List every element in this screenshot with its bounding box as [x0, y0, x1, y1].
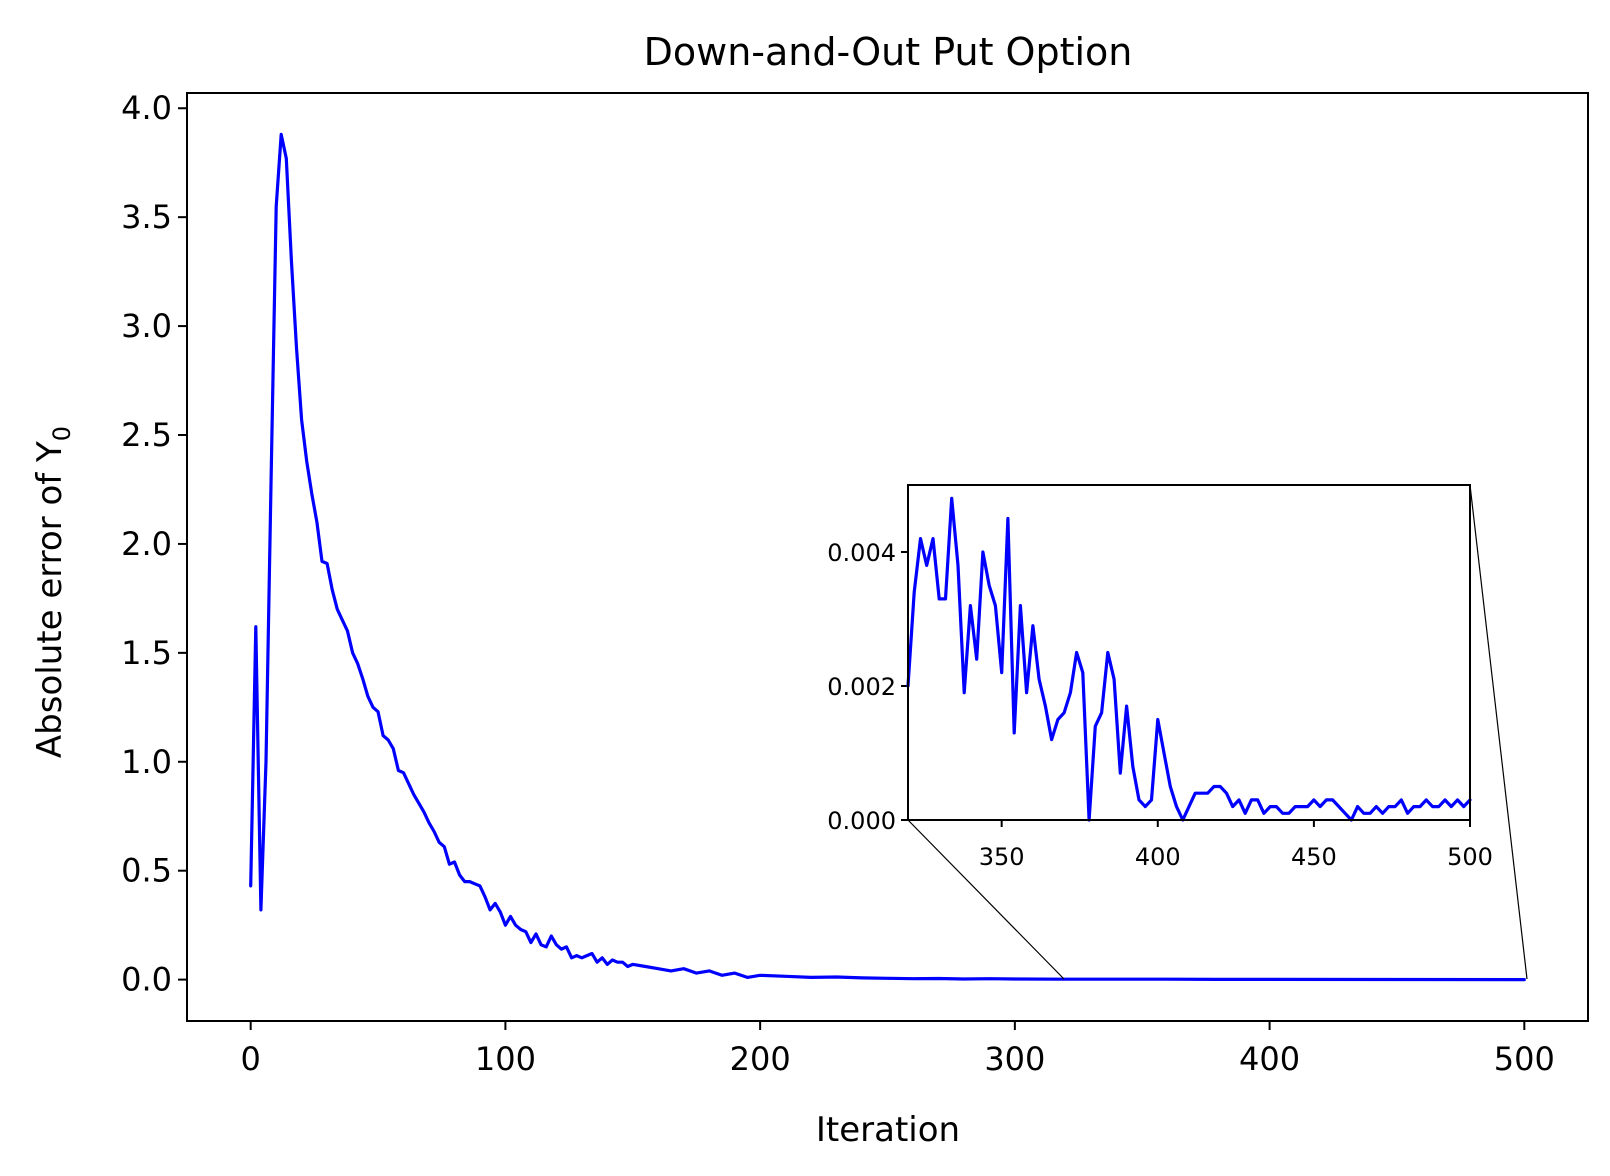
y-axis-label: Absolute error of Y0 [30, 426, 76, 758]
main-y-tick-label: 1.0 [121, 743, 172, 781]
inset-y-tick-label: 0.000 [827, 807, 896, 835]
y-axis-label-main: Absolute error of Y [30, 441, 70, 758]
zoom-connector-right [1469, 484, 1528, 980]
main-y-tick-label: 3.5 [121, 198, 172, 236]
zoom-connector-left [907, 819, 1065, 980]
main-x-tick-label: 500 [1494, 1040, 1555, 1078]
inset-error-line [906, 496, 1472, 822]
inset-y-tick-label: 0.004 [827, 539, 896, 567]
main-y-tick-label: 0.0 [121, 961, 172, 999]
main-y-tick-label: 0.5 [121, 852, 172, 890]
main-y-tick-label: 2.0 [121, 525, 172, 563]
inset-y-tick-label: 0.002 [827, 673, 896, 701]
main-y-tick-label: 4.0 [121, 89, 172, 127]
main-x-tick-label: 100 [475, 1040, 536, 1078]
main-y-tick-label: 3.0 [121, 307, 172, 345]
inset-x-tick-label: 350 [979, 843, 1025, 871]
y-axis-label-subscript: 0 [48, 426, 76, 441]
inset-axes-frame [907, 484, 1471, 821]
main-y-tick-label: 2.5 [121, 416, 172, 454]
inset-x-tick-label: 400 [1135, 843, 1181, 871]
main-axes-frame [186, 92, 1589, 1022]
main-axis-ticks: 0 100 200 300 400 500 0.0 0.5 1.0 1.5 2.0 2.5 3.0 3.5… [121, 89, 1555, 1078]
main-x-tick-label: 400 [1239, 1040, 1300, 1078]
main-x-tick-label: 300 [984, 1040, 1045, 1078]
inset-x-tick-label: 500 [1447, 843, 1493, 871]
x-axis-label: Iteration [816, 1110, 960, 1150]
chart-title: Down-and-Out Put Option [644, 30, 1133, 74]
main-plot-area [249, 132, 1526, 982]
inset-background [908, 485, 1470, 820]
inset-axis-ticks: 350 400 450 500 0.000 0.002 0.004 [827, 539, 1493, 871]
main-error-line [249, 132, 1526, 982]
main-y-tick-label: 1.5 [121, 634, 172, 672]
main-x-tick-label: 0 [241, 1040, 261, 1078]
inset-x-tick-label: 450 [1291, 843, 1337, 871]
main-x-tick-label: 200 [730, 1040, 791, 1078]
